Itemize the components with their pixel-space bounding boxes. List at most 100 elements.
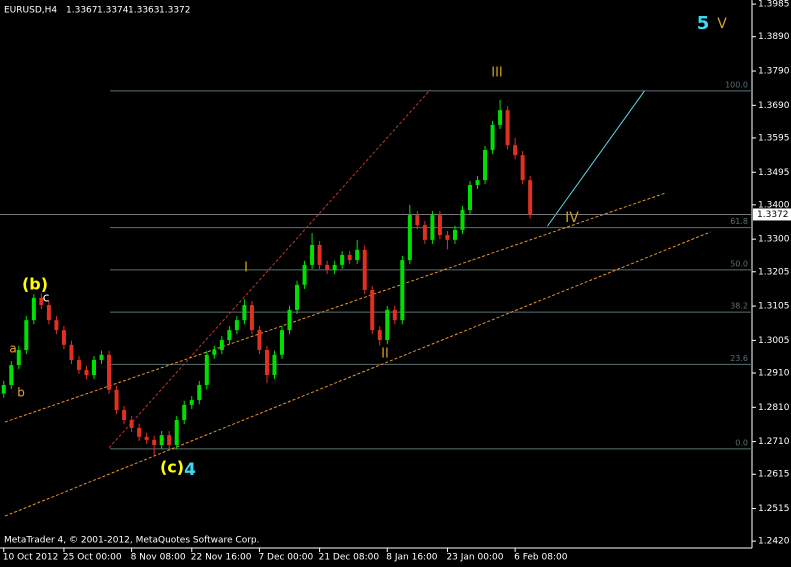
y-tick-label: 1.3205 xyxy=(758,267,790,277)
wave-label: II xyxy=(381,347,389,362)
y-tick-label: 1.2710 xyxy=(758,437,790,447)
candle-body xyxy=(415,215,420,226)
y-tick-label: 1.3790 xyxy=(758,67,790,77)
candle-body xyxy=(430,215,435,240)
wave-label: IV xyxy=(565,210,579,226)
candle-body xyxy=(452,229,457,240)
candle-body xyxy=(332,264,337,271)
wave-label: (b) xyxy=(22,275,48,294)
candle-body xyxy=(174,420,179,446)
fibo-label: 50.0 xyxy=(730,259,748,268)
wave-label: b xyxy=(17,386,25,400)
candle-body xyxy=(107,354,112,390)
candle-body xyxy=(249,305,254,331)
candle-body xyxy=(99,354,104,360)
candle-body xyxy=(385,309,390,341)
candle-body xyxy=(498,110,503,125)
wave-label: (c) xyxy=(160,458,184,477)
candle-body xyxy=(317,245,322,265)
candle-body xyxy=(422,225,427,240)
wave-label: I xyxy=(244,261,248,276)
candle-body xyxy=(325,264,330,271)
candle-body xyxy=(310,245,315,265)
trend-line xyxy=(4,192,667,423)
candle-body xyxy=(475,180,480,185)
x-tick-label: 10 Oct 2012 xyxy=(3,553,59,563)
symbol: EURUSD,H4 xyxy=(4,6,57,16)
candle-body xyxy=(370,289,375,331)
candle-body xyxy=(483,149,488,181)
candle-body xyxy=(9,365,14,386)
candle-body xyxy=(69,344,74,360)
candle-body xyxy=(54,320,59,331)
wave-label: a xyxy=(9,342,16,356)
quote: 1.3372 xyxy=(159,6,191,16)
candle-body xyxy=(287,309,292,331)
wave-label: c xyxy=(43,291,50,305)
x-tick-label: 7 Dec 00:00 xyxy=(258,553,313,563)
fibo-label: 100.0 xyxy=(725,80,748,89)
candle-body xyxy=(197,385,202,401)
candle-body xyxy=(212,350,217,355)
candle-body xyxy=(122,410,127,421)
candle-body xyxy=(182,404,187,421)
candle-body xyxy=(460,210,465,230)
fibo-label: 23.6 xyxy=(730,354,748,363)
y-tick-label: 1.3400 xyxy=(758,200,790,210)
candle-body xyxy=(407,215,412,261)
y-tick-label: 1.3890 xyxy=(758,32,790,42)
quote: 1.3363 xyxy=(128,6,160,16)
candle-body xyxy=(295,284,300,310)
y-tick-label: 1.2615 xyxy=(758,470,790,480)
y-tick-label: 1.2515 xyxy=(758,504,790,514)
candle-body xyxy=(46,305,51,321)
candle-body xyxy=(16,350,21,366)
quote: 1.3374 xyxy=(97,6,129,16)
x-tick-label: 23 Jan 00:00 xyxy=(446,553,503,563)
candle-body xyxy=(257,330,262,351)
candle-body xyxy=(189,400,194,405)
wave-label: V xyxy=(717,16,727,32)
candle-body xyxy=(340,254,345,265)
candle-body xyxy=(264,350,269,376)
y-tick-label: 1.3595 xyxy=(758,133,790,143)
candle-body xyxy=(114,389,119,411)
wave-label: 4 xyxy=(184,460,196,480)
candle-body xyxy=(437,215,442,236)
x-tick-label: 8 Jan 16:00 xyxy=(386,553,438,563)
candle-body xyxy=(445,235,450,240)
candle-body xyxy=(31,297,36,321)
trend-line xyxy=(108,89,431,449)
y-tick-label: 1.3105 xyxy=(758,302,790,312)
candle-body xyxy=(490,124,495,150)
y-tick-label: 1.3300 xyxy=(758,235,790,245)
candle-body xyxy=(242,305,247,321)
candle-body xyxy=(302,264,307,285)
y-tick-label: 1.3985 xyxy=(758,0,790,10)
candle-body xyxy=(1,385,6,394)
y-tick-label: 1.2910 xyxy=(758,368,790,378)
trend-line xyxy=(547,90,645,227)
price-box xyxy=(753,208,791,221)
quote: 1.3367 xyxy=(66,6,98,16)
x-tick-label: 22 Nov 16:00 xyxy=(191,553,252,563)
candle-body xyxy=(39,297,44,306)
candle-body xyxy=(468,184,472,211)
candle-body xyxy=(144,436,149,440)
candle-body xyxy=(362,249,367,290)
candle-body xyxy=(355,249,360,261)
y-tick-label: 1.2810 xyxy=(758,403,790,413)
candle-body xyxy=(129,420,134,428)
fibo-label: 0.0 xyxy=(735,438,748,447)
candle-body xyxy=(392,309,397,321)
candle-body xyxy=(137,427,142,437)
wave-label: 5 xyxy=(697,13,710,34)
candle-body xyxy=(152,439,157,446)
y-tick-label: 1.2420 xyxy=(758,537,790,547)
candle-body xyxy=(520,155,525,181)
candle-body xyxy=(92,359,96,376)
candle-body xyxy=(528,180,533,215)
